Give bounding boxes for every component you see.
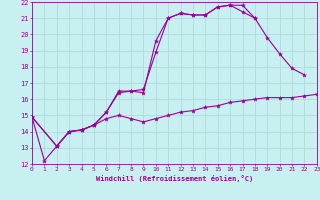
X-axis label: Windchill (Refroidissement éolien,°C): Windchill (Refroidissement éolien,°C) — [96, 175, 253, 182]
